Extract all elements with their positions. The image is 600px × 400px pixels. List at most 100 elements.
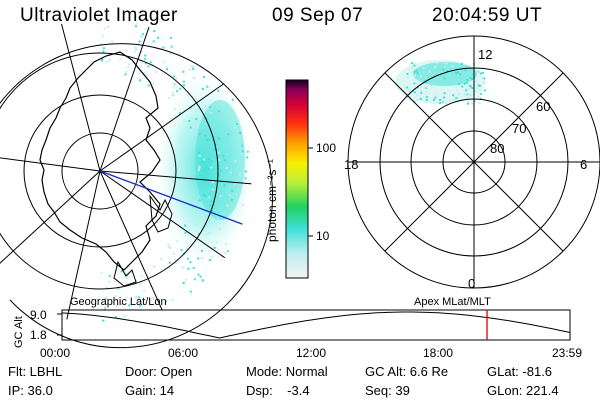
aurora-pixel: [184, 231, 187, 234]
colorbar-unit-label: photon cm⁻²s⁻¹: [265, 159, 279, 242]
aurora-pixel: [104, 298, 107, 301]
colorbar: 100 10 photon cm⁻²s⁻¹: [265, 79, 336, 279]
aurora-pixel: [138, 40, 141, 43]
info-seq: Seq: 39: [365, 383, 410, 398]
mlat-label-70: 70: [512, 121, 526, 136]
aurora-pixel: [149, 61, 152, 64]
polar-aurora-pixel: [443, 77, 446, 80]
aurora-pixel: [187, 267, 190, 270]
aurora-pixel: [207, 168, 210, 171]
aurora-pixel: [175, 240, 178, 243]
aurora-pixel: [155, 71, 158, 73]
aurora-pixel: [137, 43, 140, 46]
aurora-pixel: [147, 65, 150, 68]
aurora-pixel: [115, 324, 117, 326]
aurora-pixel: [171, 91, 174, 94]
aurora-pixel: [139, 35, 142, 38]
aurora-pixel: [187, 93, 190, 96]
aurora-pixel: [194, 120, 197, 123]
aurora-pixel: [102, 50, 105, 53]
aurora-pixel: [218, 265, 221, 268]
aurora-pixel: [198, 167, 201, 170]
aurora-pixel: [172, 252, 175, 255]
aurora-pixel: [198, 199, 201, 202]
aurora-pixel: [199, 174, 202, 177]
aurora-pixel: [143, 71, 146, 74]
aurora-pixel: [175, 77, 178, 80]
aurora-pixel: [202, 158, 205, 161]
aurora-pixel: [235, 123, 238, 125]
coastline: [39, 51, 161, 271]
polar-aurora-pixel: [415, 69, 418, 72]
altitude-xtick-1800: 18:00: [423, 346, 453, 360]
mlt-spokes: [348, 36, 600, 288]
aurora-pixel: [108, 280, 111, 283]
altitude-xtick-1200: 12:00: [296, 346, 326, 360]
aurora-pixel: [223, 184, 226, 187]
time-label: 20:04:59 UT: [432, 5, 543, 26]
aurora-pixel: [244, 177, 247, 180]
aurora-pixel: [226, 204, 229, 207]
latitude-circle: [61, 132, 139, 210]
aurora-pixel: [201, 213, 203, 216]
aurora-pixel: [203, 75, 205, 78]
polar-aurora-pixel: [482, 71, 485, 74]
polar-aurora-pixel: [413, 64, 416, 67]
map-boundary: [0, 43, 274, 349]
info-gain: Gain: 14: [125, 383, 175, 398]
polar-aurora-pixel: [456, 101, 459, 104]
aurora-pixel: [133, 50, 136, 53]
aurora-pixel: [211, 210, 213, 213]
polar-aurora-speckle: [405, 62, 486, 106]
mlt-label-0: 0: [468, 276, 475, 291]
polar-aurora-pixel: [422, 67, 425, 69]
polar-aurora-pixel: [467, 100, 470, 103]
aurora-pixel: [187, 257, 190, 260]
aurora-pixel: [141, 35, 143, 38]
aurora-pixel: [152, 40, 155, 43]
aurora-pixel: [188, 120, 191, 122]
polar-aurora-pixel: [443, 66, 446, 69]
aurora-pixel: [168, 261, 171, 264]
aurora-glow: [157, 75, 252, 265]
polar-aurora-pixel: [413, 68, 416, 71]
aurora-pixel: [179, 87, 182, 90]
polar-aurora-pixel: [436, 62, 439, 65]
aurora-pixel: [197, 257, 200, 260]
aurora-pixel: [185, 247, 188, 250]
aurora-pixel: [173, 82, 176, 85]
altitude-xtick-0000: 00:00: [40, 346, 70, 360]
aurora-speckle: [100, 19, 249, 326]
aurora-pixel: [201, 257, 204, 260]
aurora-pixel: [182, 282, 185, 284]
polar-aurora-pixel: [455, 96, 458, 99]
aurora-pixel: [143, 289, 145, 292]
polar-aurora-pixel: [469, 84, 471, 87]
aurora-pixel: [147, 84, 150, 87]
aurora-pixel: [181, 266, 184, 269]
aurora-pixel: [210, 200, 213, 203]
aurora-pixel: [174, 261, 177, 264]
colorbar-ticklabel-100: 100: [316, 141, 336, 155]
aurora-pixel: [182, 80, 185, 83]
aurora-pixel: [192, 66, 194, 68]
aurora-pixel: [208, 196, 211, 199]
aurora-pixel: [210, 166, 213, 169]
polar-aurora-pixel: [434, 65, 437, 68]
altitude-ytick-9: 9.0: [30, 308, 47, 322]
altitude-xtick-0600: 06:00: [168, 346, 198, 360]
aurora-pixel: [213, 148, 216, 151]
polar-aurora-pixel: [475, 80, 478, 83]
aurora-pixel: [216, 217, 219, 219]
aurora-pixel: [114, 321, 117, 323]
aurora-pixel: [218, 169, 221, 172]
aurora-pixel: [151, 63, 154, 66]
polar-aurora-pixel: [435, 95, 438, 98]
aurora-pixel: [138, 72, 141, 75]
aurora-pixel: [210, 112, 213, 114]
aurora-pixel: [153, 30, 156, 32]
aurora-pixel: [123, 19, 125, 21]
aurora-pixel: [208, 232, 211, 234]
aurora-pixel: [128, 63, 131, 66]
aurora-pixel: [206, 94, 209, 97]
